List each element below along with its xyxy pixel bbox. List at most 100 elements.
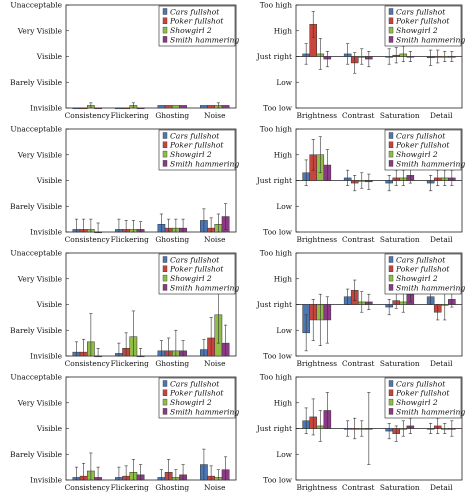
legend-swatch — [388, 8, 394, 15]
x-tick-label: Noise — [204, 235, 225, 244]
y-tick-label: Unacceptable — [10, 1, 62, 10]
x-tick-label: Saturation — [380, 235, 420, 244]
x-tick-label: Contrast — [342, 111, 375, 120]
y-tick-label: Invisible — [30, 352, 62, 361]
y-tick-label: Barely Visible — [10, 450, 62, 459]
x-tick-label: Ghosting — [155, 359, 189, 368]
legend-label: Poker fullshot — [169, 265, 224, 274]
y-tick-label: Just right — [256, 424, 292, 433]
y-tick-label: Unacceptable — [10, 125, 62, 134]
panel-row4-left: Invisible Barely Visible Visible Very Visib… — [10, 373, 239, 493]
legend-swatch — [162, 36, 168, 43]
x-tick-label: Brightness — [296, 235, 337, 244]
y-tick-label: Very Visible — [17, 26, 62, 35]
legend-label: Poker fullshot — [395, 389, 450, 398]
y-tick-label: Invisible — [30, 476, 62, 485]
x-tick-label: Detail — [430, 359, 453, 368]
y-tick-label: Barely Visible — [10, 326, 62, 335]
y-tick-label: Very Visible — [17, 398, 62, 407]
x-tick-label: Consistency — [65, 359, 111, 368]
legend-box — [384, 377, 462, 419]
y-tick-label: Too low — [263, 104, 292, 113]
x-tick-label: Ghosting — [155, 483, 189, 492]
legend-swatch — [388, 284, 394, 291]
y-tick-label: Too high — [260, 1, 292, 10]
legend-label: Cars fullshot — [170, 7, 220, 16]
legend-label: Showgirl 2 — [396, 150, 438, 159]
y-tick-label: Too high — [260, 373, 292, 382]
y-tick-label: Visible — [36, 52, 62, 61]
y-tick-label: Low — [276, 78, 292, 87]
legend-swatch — [162, 398, 168, 406]
legend-swatch — [388, 265, 394, 272]
legend-swatch — [162, 17, 168, 24]
y-tick-label: Too low — [263, 228, 292, 237]
y-tick-label: Visible — [36, 424, 62, 433]
legend-box — [384, 129, 462, 171]
legend-label: Smith hammering — [396, 35, 465, 44]
bar — [172, 105, 180, 109]
y-tick-label: Too high — [260, 249, 292, 258]
y-tick-label: Too high — [260, 125, 292, 134]
legend-swatch — [388, 132, 394, 139]
legend-label: Smith hammering — [396, 159, 465, 168]
x-tick-label: Flickering — [111, 483, 150, 492]
y-tick-label: Unacceptable — [10, 373, 62, 382]
bar — [94, 107, 102, 110]
y-tick-label: Just right — [256, 300, 292, 309]
legend-swatch — [162, 256, 168, 263]
x-tick-label: Consistency — [65, 111, 111, 120]
x-tick-label: Consistency — [65, 235, 111, 244]
bar — [207, 105, 215, 109]
x-tick-label: Brightness — [296, 483, 337, 492]
legend-label: Smith hammering — [170, 283, 239, 292]
legend-swatch — [388, 256, 394, 263]
legend-label: Smith hammering — [396, 407, 465, 416]
y-tick-label: Just right — [256, 176, 292, 185]
x-tick-label: Consistency — [65, 483, 111, 492]
bar — [79, 107, 88, 110]
legend-swatch — [388, 36, 394, 43]
legend-swatch — [388, 150, 394, 158]
x-tick-label: Saturation — [380, 483, 420, 492]
bar — [115, 107, 123, 110]
legend-label: Cars fullshot — [170, 379, 220, 388]
legend-swatch — [162, 284, 168, 291]
y-tick-label: Too low — [263, 476, 292, 485]
x-tick-label: Saturation — [380, 111, 420, 120]
y-tick-label: Low — [276, 326, 292, 335]
y-tick-label: Invisible — [30, 228, 62, 237]
legend-label: Cars fullshot — [396, 7, 446, 16]
legend-swatch — [388, 26, 394, 34]
panel-row2-right: Too low Low Just right High Too high Brightne… — [256, 125, 466, 245]
legend-label: Smith hammering — [170, 159, 239, 168]
legend-label: Cars fullshot — [396, 131, 446, 140]
y-tick-label: Invisible — [30, 104, 62, 113]
legend-swatch — [388, 389, 394, 396]
legend-swatch — [162, 160, 168, 167]
legend-swatch — [162, 26, 168, 34]
bar — [122, 107, 131, 110]
legend-swatch — [388, 141, 394, 149]
legend-box — [158, 129, 236, 171]
x-tick-label: Noise — [204, 359, 225, 368]
y-tick-label: Visible — [36, 176, 62, 185]
panel-row4-right: Too low Low Just right High Too high Brightne… — [256, 373, 466, 493]
legend-label: Smith hammering — [170, 407, 239, 416]
legend-box — [158, 5, 236, 47]
x-tick-label: Noise — [204, 483, 225, 492]
legend-label: Showgirl 2 — [170, 26, 212, 35]
legend-swatch — [388, 160, 394, 167]
x-tick-label: Detail — [430, 235, 453, 244]
legend-label: Cars fullshot — [396, 255, 446, 264]
legend-swatch — [388, 398, 394, 406]
legend-label: Cars fullshot — [170, 131, 220, 140]
y-tick-label: Visible — [36, 300, 62, 309]
x-tick-label: Noise — [204, 111, 225, 120]
legend-swatch — [162, 274, 168, 282]
y-tick-label: Barely Visible — [10, 78, 62, 87]
legend-swatch — [162, 150, 168, 158]
